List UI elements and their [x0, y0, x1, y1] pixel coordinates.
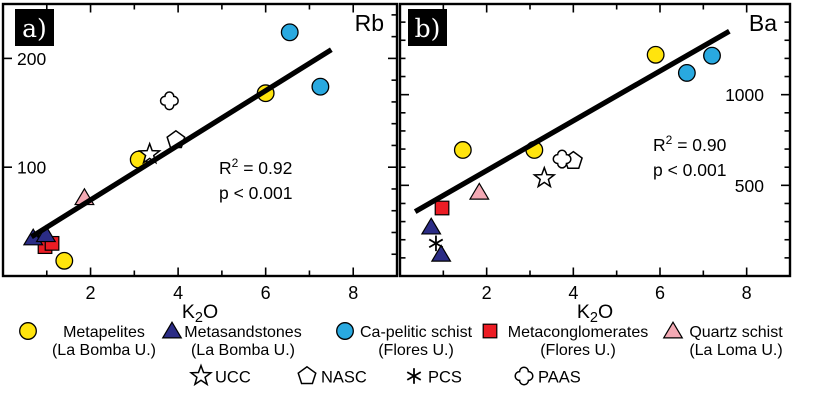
legend-item-metapelites: Metapelites(La Bomba U.)	[19, 322, 156, 359]
metaconglomerates-flores-u-marker	[434, 200, 450, 216]
legend-label: Metasandstones	[184, 324, 301, 341]
legend-item-nasc: NASC	[297, 365, 367, 387]
legend-label: Quartz schist	[689, 324, 783, 341]
panel-letter-box	[408, 9, 447, 46]
pcs-marker	[406, 368, 422, 384]
x-tick-label: 4	[568, 283, 578, 303]
legend-sublabel: (La Bomba U.)	[52, 342, 156, 359]
paas-marker	[159, 91, 179, 111]
nasc-marker	[297, 365, 317, 385]
legend-item-ucc: UCC	[189, 363, 251, 387]
legend-item-quartz-schist: Quartz schist(La Loma U.)	[662, 321, 783, 359]
metapelites-la-bomba-u-marker	[646, 45, 665, 64]
y-tick-label: 200	[17, 49, 46, 69]
r-squared-annotation: R2 = 0.90	[653, 133, 727, 155]
ca-pelitic-schist-flores-u-marker	[280, 23, 299, 42]
x-tick-label: 8	[742, 283, 752, 303]
series-paas	[159, 91, 179, 111]
regression-line	[413, 28, 731, 214]
x-axis-title: K2O	[577, 301, 613, 326]
x-tick-label: 2	[86, 283, 96, 303]
pcs-marker	[428, 235, 444, 252]
legend-item-metasandstones: Metasandstones(La Bomba U.)	[161, 321, 302, 359]
metasandstones-la-bomba-u-marker	[420, 217, 442, 235]
legend-item-pcs: PCS	[406, 368, 462, 387]
legend-sublabel: (La Loma U.)	[689, 342, 782, 359]
quartz-schist-marker	[662, 321, 684, 339]
p-value-annotation: p < 0.001	[219, 183, 292, 203]
legend-label: Metapelites	[63, 324, 145, 341]
legend-sublabel: (Flores U.)	[378, 342, 454, 359]
x-axis-ticks	[45, 4, 398, 276]
metapelites-la-bomba-u-marker	[453, 141, 472, 159]
paas-marker	[514, 366, 534, 386]
y-tick-label: 100	[17, 158, 46, 178]
legend-label: PCS	[428, 369, 462, 387]
y-axis-ticks	[400, 21, 790, 259]
metasandstones-la-bomba-u-marker	[430, 244, 452, 262]
y-tick-label: 500	[735, 176, 764, 196]
panel-b: 2 4 6 8 500 1000 b) Ba R2 = 0.90 p < 0.001 K2O	[398, 2, 792, 326]
series-pcs	[428, 235, 444, 252]
quartz-schist-la-loma-u-marker	[468, 182, 490, 200]
series-ucc	[137, 141, 162, 165]
ucc-marker	[189, 363, 213, 387]
y-axis-ticks	[3, 14, 397, 256]
legend-item-metaconglomerates: Metaconglomerates(Flores U.)	[482, 323, 649, 359]
legend-item-ca-pelitic-schist: Ca-pelitic schist(Flores U.)	[336, 322, 473, 359]
x-tick-label: 2	[482, 283, 492, 303]
plot-border	[398, 2, 792, 278]
x-tick-label: 8	[348, 283, 358, 303]
ca-pelitic-schist-flores-u-marker	[703, 46, 721, 65]
panel-letter-box	[15, 9, 54, 46]
metasandstones-marker	[161, 321, 183, 339]
legend-label: UCC	[215, 369, 251, 387]
series-metaconglomerates-flores-u	[434, 200, 450, 216]
series-ucc	[532, 165, 557, 189]
series-ca-pelitic-schist-flores-u	[677, 46, 721, 82]
ca-pelitic-schist-marker	[336, 322, 354, 340]
x-tick-label: 6	[261, 283, 271, 303]
corner-element-label: Ba	[749, 10, 777, 36]
series-metasandstones-la-bomba-u	[420, 217, 452, 262]
x-axis-ticks	[442, 4, 791, 276]
ucc-marker	[137, 141, 162, 165]
legend-sublabel: (La Bomba U.)	[191, 342, 295, 359]
series-quartz-schist-la-loma-u	[468, 182, 490, 200]
legend-label: NASC	[321, 369, 367, 387]
legend-label: Metaconglomerates	[508, 324, 649, 341]
legend: Metapelites(La Bomba U.)Metasandstones(L…	[19, 321, 783, 387]
corner-element-label: Rb	[355, 10, 384, 36]
r-squared-annotation: R2 = 0.92	[219, 156, 292, 178]
panel-letter: a)	[22, 14, 47, 43]
ucc-marker	[532, 165, 557, 189]
series-ca-pelitic-schist-flores-u	[280, 23, 330, 96]
regression-line	[30, 47, 333, 240]
legend-label: PAAS	[538, 369, 581, 387]
metaconglomerates-marker	[482, 323, 498, 339]
p-value-annotation: p < 0.001	[653, 160, 726, 180]
panel-a: 2 4 6 8 100 200 a) Rb R2 = 0.92 p < 0.001 K2O	[1, 2, 399, 326]
legend-sublabel: (Flores U.)	[540, 342, 616, 359]
x-axis-title: K2O	[182, 301, 218, 326]
paas-marker	[552, 149, 572, 169]
metapelites-marker	[19, 322, 37, 340]
plot-border	[1, 2, 399, 278]
legend-label: Ca-pelitic schist	[360, 324, 473, 341]
ca-pelitic-schist-flores-u-marker	[311, 77, 330, 96]
legend-item-paas: PAAS	[514, 366, 581, 387]
x-tick-label: 4	[173, 283, 183, 303]
metapelites-la-bomba-u-marker	[55, 251, 74, 270]
panel-letter: b)	[415, 14, 441, 43]
series-paas	[552, 149, 572, 169]
ca-pelitic-schist-flores-u-marker	[677, 63, 696, 82]
y-tick-label: 1000	[725, 85, 764, 105]
x-tick-label: 6	[655, 283, 665, 303]
